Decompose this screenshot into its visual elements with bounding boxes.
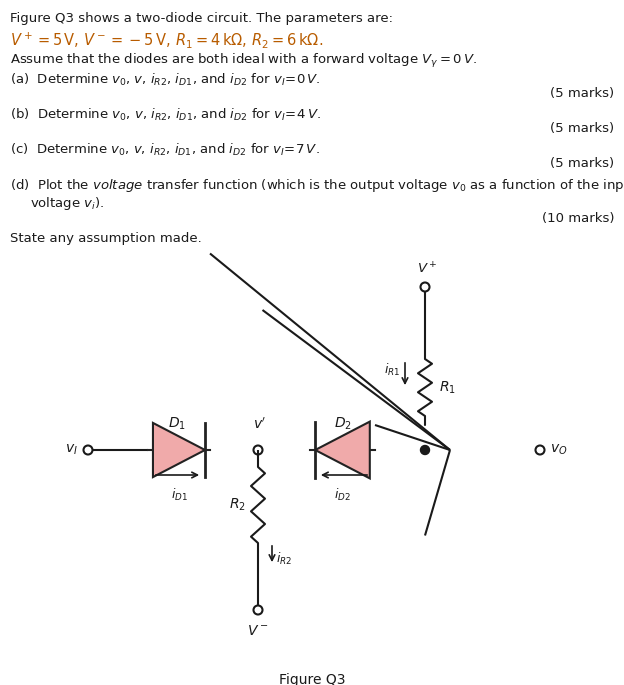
Text: $v_I$: $v_I$ [65, 443, 78, 457]
Text: (c)  Determine $v_0$, $v$, $i_{R2}$, $i_{D1}$, and $i_{D2}$ for $v_I\!=\!7\,V.$: (c) Determine $v_0$, $v$, $i_{R2}$, $i_{… [10, 142, 319, 158]
Text: (5 marks): (5 marks) [550, 122, 614, 135]
Text: (d)  Plot the $\mathit{voltage}$ transfer function (which is the output voltage : (d) Plot the $\mathit{voltage}$ transfer… [10, 177, 624, 194]
Text: $V^-$: $V^-$ [247, 624, 269, 638]
Text: Figure Q3 shows a two-diode circuit. The parameters are:: Figure Q3 shows a two-diode circuit. The… [10, 12, 393, 25]
Text: (5 marks): (5 marks) [550, 157, 614, 170]
Text: (10 marks): (10 marks) [542, 212, 614, 225]
Text: (b)  Determine $v_0$, $v$, $i_{R2}$, $i_{D1}$, and $i_{D2}$ for $v_I\!=\!4\,V.$: (b) Determine $v_0$, $v$, $i_{R2}$, $i_{… [10, 107, 321, 123]
Text: $i_{D1}$: $i_{D1}$ [170, 487, 187, 503]
Text: (5 marks): (5 marks) [550, 87, 614, 100]
Text: $R_2$: $R_2$ [229, 497, 246, 513]
Text: Assume that the diodes are both ideal with a forward voltage $V_\gamma = 0\,V.$: Assume that the diodes are both ideal wi… [10, 52, 477, 70]
Text: $i_{R1}$: $i_{R1}$ [384, 362, 400, 378]
Circle shape [421, 445, 429, 455]
Text: $v_O$: $v_O$ [550, 443, 567, 457]
Text: $V^+$: $V^+$ [417, 262, 437, 277]
Text: $V^+ = 5\,\mathrm{V},\,V^- = -5\,\mathrm{V},\,R_1 = 4\,\mathrm{k\Omega},\,R_2 = : $V^+ = 5\,\mathrm{V},\,V^- = -5\,\mathrm… [10, 30, 323, 50]
Text: Figure Q3: Figure Q3 [279, 673, 345, 685]
Text: $i_{D2}$: $i_{D2}$ [334, 487, 351, 503]
Text: $v'$: $v'$ [253, 416, 266, 432]
Text: voltage $v_i$).: voltage $v_i$). [30, 195, 104, 212]
Polygon shape [153, 423, 205, 477]
Text: $R_1$: $R_1$ [439, 379, 456, 396]
Text: $i_{R2}$: $i_{R2}$ [276, 551, 292, 567]
Text: $D_2$: $D_2$ [334, 416, 351, 432]
Text: State any assumption made.: State any assumption made. [10, 232, 202, 245]
Text: (a)  Determine $v_0$, $v$, $i_{R2}$, $i_{D1}$, and $i_{D2}$ for $v_I\!=\!0\,V.$: (a) Determine $v_0$, $v$, $i_{R2}$, $i_{… [10, 72, 321, 88]
Polygon shape [315, 421, 370, 478]
Text: $D_1$: $D_1$ [168, 416, 186, 432]
